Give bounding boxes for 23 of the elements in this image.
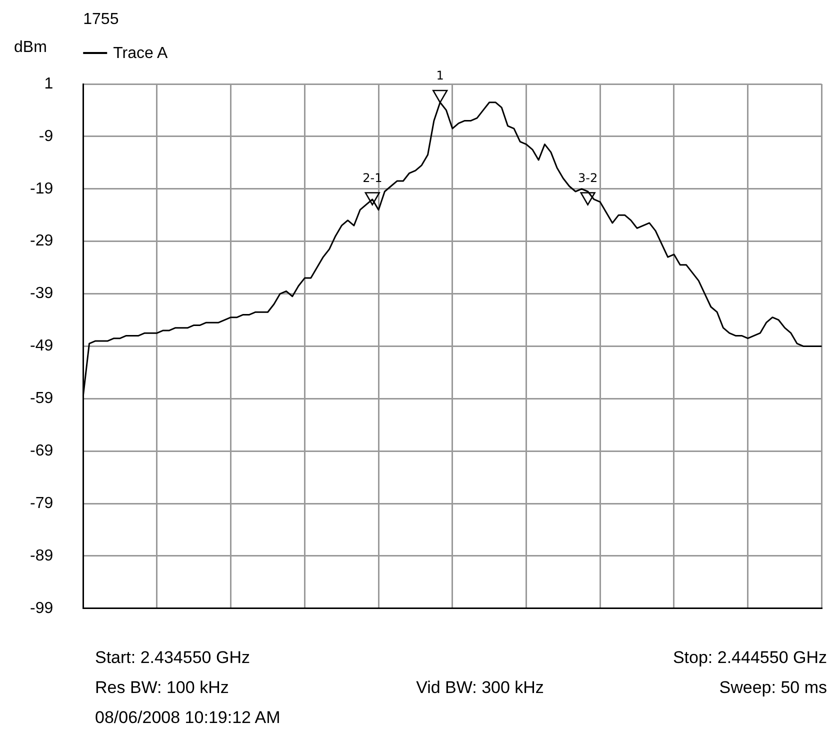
series-label: 1 xyxy=(436,68,444,83)
series-label: 3-2 xyxy=(578,170,598,185)
y-tick-label: -29 xyxy=(30,232,54,250)
text: Res BW: 100 kHz xyxy=(95,678,230,698)
text: 08/06/2008 10:19:12 AM xyxy=(95,708,282,728)
y-tick-label: -99 xyxy=(30,600,54,617)
y-tick-label: 1 xyxy=(44,75,54,92)
legend-label: Trace A xyxy=(113,45,168,62)
text: Vid BW: 300 kHz xyxy=(415,678,545,698)
y-tick-label: -79 xyxy=(30,494,54,512)
text: Stop: 2.444550 GHz xyxy=(672,648,827,668)
chart-title: 1755 xyxy=(83,11,119,28)
text: Sweep: 50 ms xyxy=(718,678,827,698)
text: Start: 2.434550 GHz xyxy=(95,648,251,668)
y-tick-label: -9 xyxy=(38,128,54,145)
y-tick-label: -69 xyxy=(30,442,54,460)
y-axis-title: dBm xyxy=(14,39,47,56)
y-tick-label: -19 xyxy=(30,180,54,198)
y-tick-label: -89 xyxy=(30,547,54,564)
y-tick-label: -39 xyxy=(30,285,54,302)
y-tick-label: -49 xyxy=(30,338,54,355)
y-tick-label: -59 xyxy=(30,390,54,408)
series-label: 2-1 xyxy=(362,170,382,185)
